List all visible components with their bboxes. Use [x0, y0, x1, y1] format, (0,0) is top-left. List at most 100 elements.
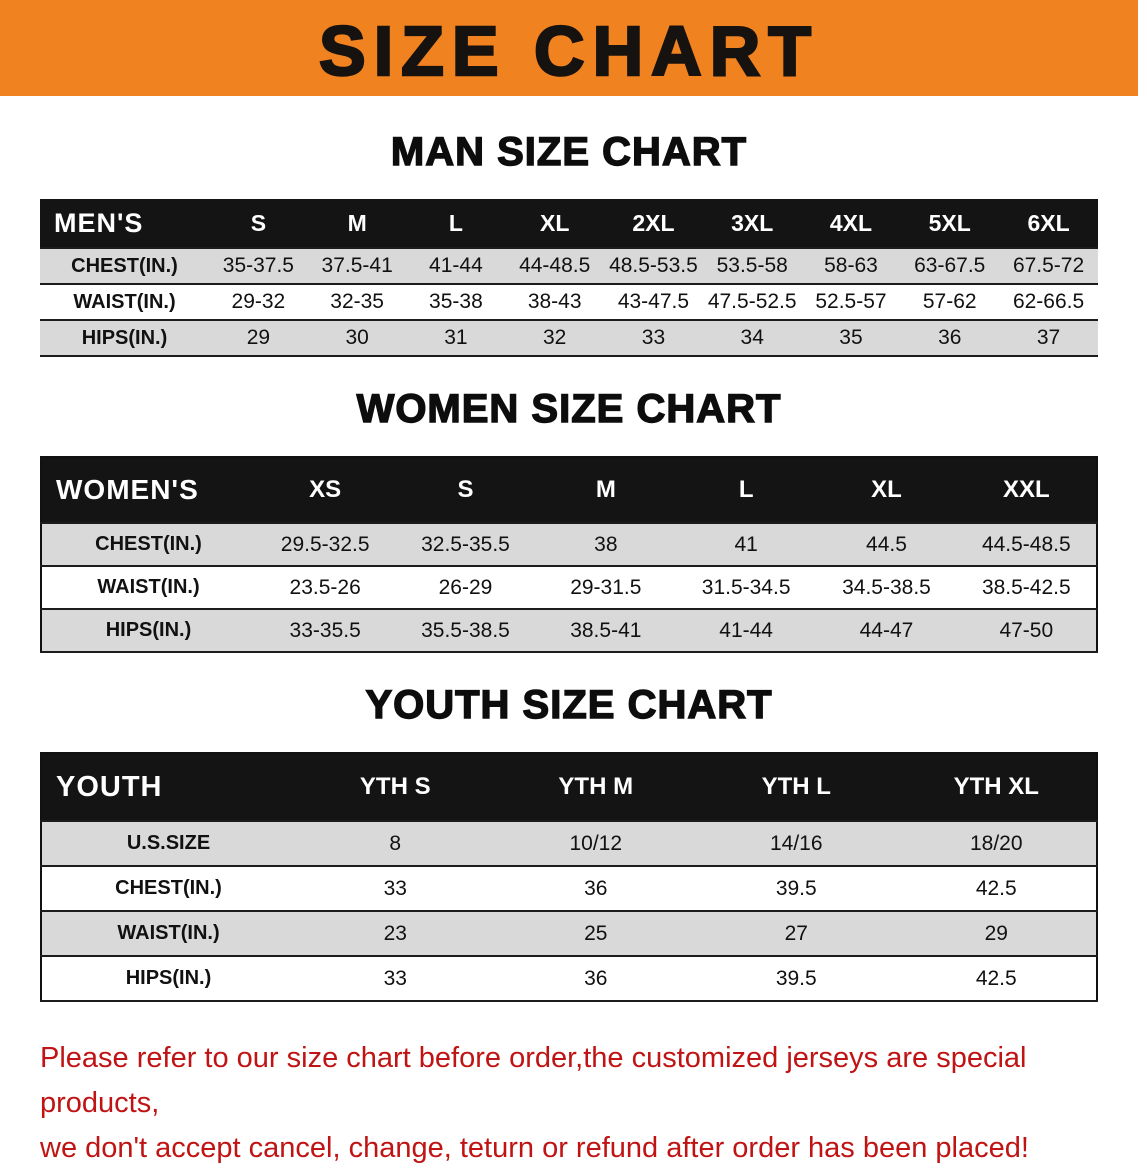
- table-cell: 35.5-38.5: [421, 618, 510, 642]
- table-cell: 42.5: [975, 966, 1017, 990]
- row-label: WAIST(IN.): [97, 576, 200, 598]
- column-header: M: [347, 209, 367, 236]
- row-label: U.S.SIZE: [126, 832, 211, 854]
- table-title-cell: WOMEN'S: [56, 474, 199, 505]
- column-header: XL: [539, 209, 570, 236]
- table-cell: 44.5: [866, 532, 907, 556]
- table-cell: 35-38: [429, 290, 483, 313]
- table-cell: 34: [740, 326, 764, 349]
- column-header: S: [457, 476, 474, 503]
- table-cell: 39.5: [775, 966, 817, 990]
- table-title-cell: MEN'S: [54, 207, 144, 238]
- column-header: 2XL: [632, 209, 675, 236]
- table-cell: 44-48.5: [519, 254, 591, 277]
- table-cell: 67.5-72: [1012, 254, 1085, 277]
- table-row: CHEST(IN.) 33 36 39.5 42.5: [41, 866, 1097, 911]
- table-title-cell: YOUTH: [56, 770, 163, 803]
- table-cell: 58-63: [824, 254, 878, 277]
- table-header-row: MEN'S S M L XL 2XL 3XL 4XL 5XL 6XL: [40, 199, 1098, 248]
- table-cell: 29-32: [231, 290, 286, 313]
- table-cell: 32: [543, 326, 567, 349]
- table-row: WAIST(IN.) 29-32 32-35 35-38 38-43 43-47.5 47.…: [40, 284, 1098, 320]
- table-cell: 36: [938, 326, 962, 349]
- column-header: XS: [309, 476, 342, 503]
- table-cell: 29: [984, 921, 1008, 945]
- table-cell: 33: [641, 326, 666, 349]
- table-cell: 33: [383, 876, 407, 900]
- table-cell: 36: [584, 966, 608, 990]
- table-cell: 32-35: [330, 290, 384, 313]
- column-header: L: [738, 476, 754, 503]
- table-cell: 62-66.5: [1012, 290, 1085, 313]
- women-size-table: WOMEN'S XS S M L XL XXL CHEST(IN.) 29.5-32.5 32.5…: [40, 456, 1098, 653]
- row-label: HIPS(IN.): [81, 326, 168, 349]
- men-section: MAN SIZE CHART MEN'S S M L XL 2XL 3XL 4XL 5XL 6XL…: [0, 129, 1138, 357]
- table-cell: 38-43: [527, 290, 582, 313]
- table-cell: 41-44: [719, 618, 773, 642]
- table-cell: 39.5: [775, 876, 817, 900]
- table-cell: 41-44: [429, 254, 483, 277]
- table-cell: 36: [584, 876, 608, 900]
- column-header: XL: [871, 476, 902, 503]
- column-header: S: [250, 209, 267, 236]
- table-cell: 42.5: [975, 876, 1017, 900]
- column-header: 6XL: [1027, 209, 1070, 236]
- table-cell: 14/16: [769, 831, 823, 855]
- table-cell: 18/20: [969, 831, 1023, 855]
- youth-size-table: YOUTH YTH S YTH M YTH L YTH XL U.S.SIZE 8 10/12…: [40, 752, 1098, 1002]
- banner-title: SIZE CHART: [318, 12, 819, 90]
- table-header-row: WOMEN'S XS S M L XL XXL: [41, 457, 1097, 523]
- table-cell: 26-29: [438, 575, 493, 599]
- column-header: YTH M: [558, 773, 634, 800]
- table-row: WAIST(IN.) 23.5-26 26-29 29-31.5 31.5-34.5 34…: [41, 566, 1097, 609]
- men-size-table: MEN'S S M L XL 2XL 3XL 4XL 5XL 6XL CHEST(IN.) 35-37…: [40, 199, 1098, 357]
- youth-section: YOUTH SIZE CHART YOUTH YTH S YTH M YTH L YTH…: [0, 682, 1138, 1002]
- column-header: 5XL: [928, 209, 971, 236]
- table-row: HIPS(IN.) 33 36 39.5 42.5: [41, 956, 1097, 1001]
- table-cell: 10/12: [569, 831, 623, 855]
- table-cell: 52.5-57: [815, 290, 887, 313]
- table-cell: 23.5-26: [289, 575, 361, 599]
- men-section-heading: MAN SIZE CHART: [390, 129, 748, 174]
- column-header: XXL: [1002, 476, 1050, 503]
- women-section: WOMEN SIZE CHART WOMEN'S XS S M L XL XXL CHEST(…: [0, 386, 1138, 653]
- table-cell: 23: [383, 921, 407, 945]
- footer-notice: Please refer to our size chart before or…: [40, 1036, 1104, 1171]
- column-header: YTH S: [359, 773, 431, 800]
- youth-section-heading: YOUTH SIZE CHART: [365, 682, 773, 727]
- table-cell: 30: [345, 326, 369, 349]
- column-header: L: [448, 209, 463, 236]
- table-cell: 37: [1036, 326, 1061, 349]
- table-cell: 31.5-34.5: [701, 575, 791, 599]
- table-cell: 31: [444, 326, 468, 349]
- table-row: CHEST(IN.) 35-37.5 37.5-41 41-44 44-48.5 48.5…: [40, 248, 1098, 284]
- column-header: 3XL: [731, 209, 774, 236]
- row-label: CHEST(IN.): [115, 877, 222, 899]
- row-label: WAIST(IN.): [117, 922, 220, 944]
- table-cell: 38.5-41: [570, 618, 642, 642]
- table-cell: 63-67.5: [914, 254, 986, 277]
- table-cell: 57-62: [922, 290, 977, 313]
- footer-notice-line-2: we don't accept cancel, change, teturn o…: [40, 1131, 1029, 1164]
- table-cell: 35-37.5: [222, 254, 294, 277]
- table-cell: 29-31.5: [570, 575, 642, 599]
- table-row: CHEST(IN.) 29.5-32.5 32.5-35.5 38 41 44.5 44.5…: [41, 523, 1097, 566]
- table-row: HIPS(IN.) 29 30 31 32 33 34 35 36 37: [40, 320, 1098, 356]
- table-cell: 44-47: [859, 618, 914, 642]
- column-header: YTH XL: [953, 773, 1039, 800]
- table-row: U.S.SIZE 8 10/12 14/16 18/20: [41, 821, 1097, 866]
- table-cell: 33: [383, 966, 407, 990]
- table-cell: 47-50: [999, 618, 1054, 642]
- column-header: 4XL: [829, 209, 873, 236]
- table-cell: 53.5-58: [716, 254, 788, 277]
- table-cell: 34.5-38.5: [842, 575, 931, 599]
- table-row: WAIST(IN.) 23 25 27 29: [41, 911, 1097, 956]
- table-cell: 32.5-35.5: [421, 532, 510, 556]
- women-section-heading: WOMEN SIZE CHART: [356, 386, 782, 431]
- column-header: M: [595, 476, 616, 503]
- table-cell: 33-35.5: [289, 618, 361, 642]
- row-label: HIPS(IN.): [125, 967, 212, 989]
- row-label: HIPS(IN.): [105, 619, 192, 641]
- table-cell: 38: [594, 532, 618, 556]
